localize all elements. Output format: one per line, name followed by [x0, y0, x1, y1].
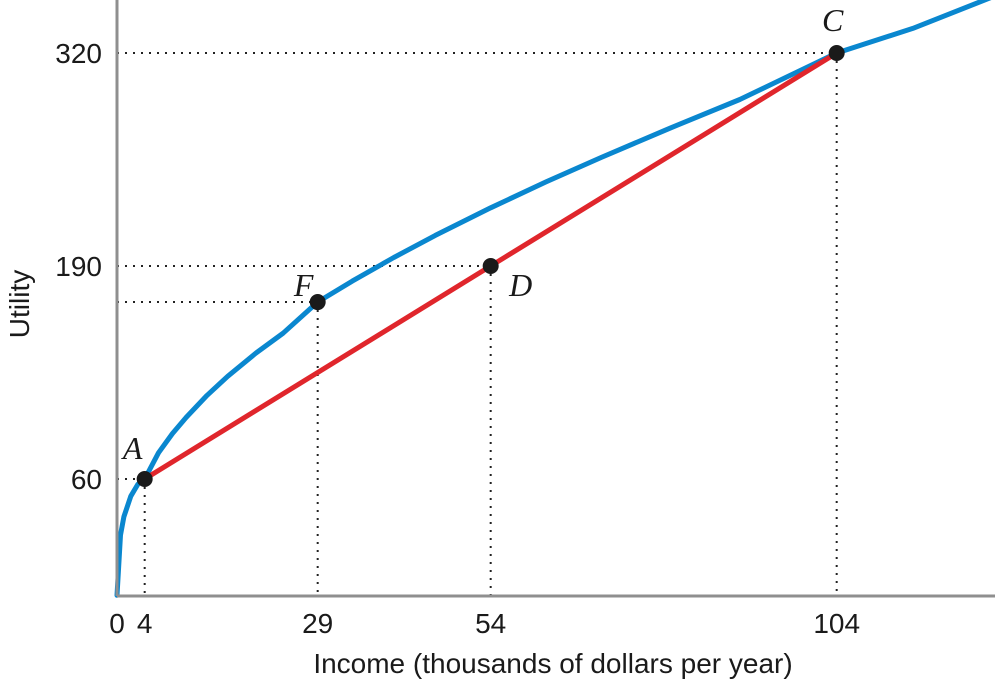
x-tick-label: 0 [109, 608, 125, 639]
y-tick-label: 320 [55, 38, 102, 69]
point-label-c: C [822, 2, 844, 38]
point-f [309, 294, 326, 311]
point-label-a: A [121, 430, 143, 466]
y-tick-label: 60 [71, 464, 102, 495]
series-group [114, 0, 992, 598]
x-axis-title: Income (thousands of dollars per year) [313, 648, 792, 679]
guide-lines [117, 51, 838, 596]
axes [115, 0, 995, 598]
x-tick-label: 29 [302, 608, 333, 639]
y-tick-label: 190 [55, 251, 102, 282]
x-tick-label: 4 [137, 608, 153, 639]
point-label-d: D [508, 267, 532, 303]
point-d [482, 257, 499, 274]
x-tick-label: 104 [813, 608, 860, 639]
x-tick-label: 54 [475, 608, 506, 639]
tick-labels: 0 4 29 54 104 60 190 320 [55, 38, 860, 639]
y-axis-title: Utility [4, 270, 35, 338]
point-label-f: F [293, 267, 314, 303]
point-a [136, 471, 153, 487]
utility-curve [114, 0, 992, 598]
point-c [828, 44, 845, 61]
points-group: A F D C [121, 2, 845, 487]
